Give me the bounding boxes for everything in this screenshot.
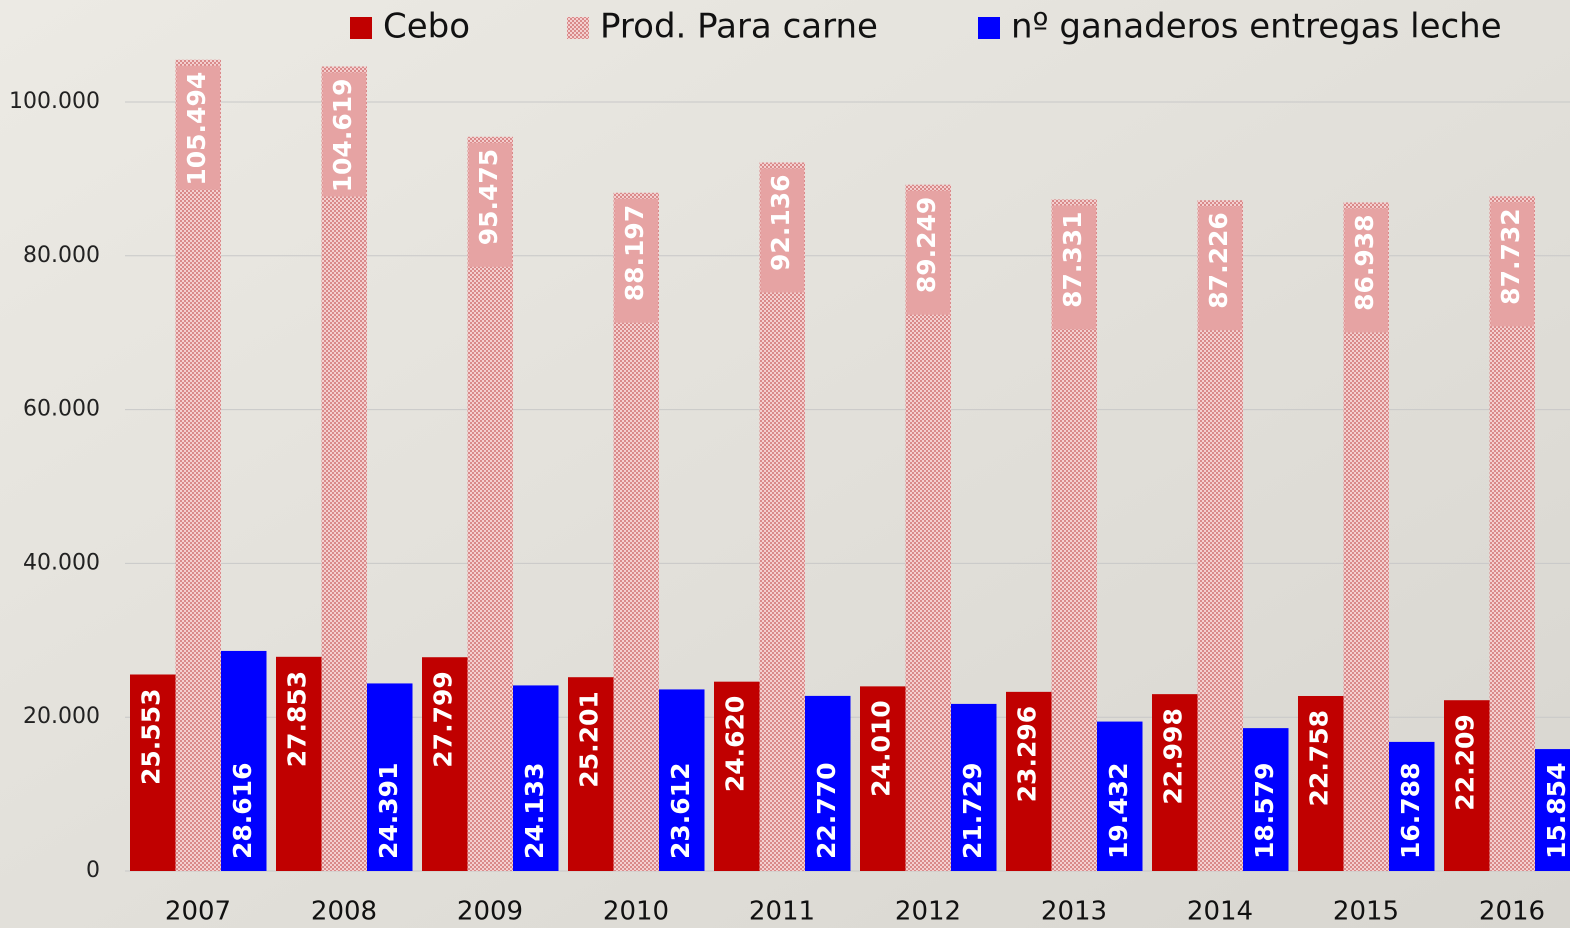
y-tick-label: 40.000 — [23, 550, 100, 575]
value-label: 27.853 — [283, 671, 312, 767]
x-tick-label: 2010 — [603, 897, 669, 927]
legend-label: Prod. Para carne — [600, 7, 878, 47]
x-tick-label: 2008 — [311, 897, 377, 927]
value-label: 21.729 — [958, 763, 987, 859]
value-label: 25.553 — [137, 688, 166, 784]
x-tick-label: 2009 — [457, 897, 523, 927]
value-label: 104.619 — [328, 78, 357, 192]
value-label: 88.197 — [620, 205, 649, 301]
chart: 0 20.000 40.000 60.000 80.000 100.000 Cebo Prod… — [0, 0, 1570, 928]
legend-marker — [978, 17, 1000, 39]
value-label: 28.616 — [228, 763, 257, 859]
value-label: 87.331 — [1058, 211, 1087, 307]
x-tick-label: 2011 — [749, 897, 815, 927]
value-label: 18.579 — [1250, 763, 1279, 859]
legend-marker — [350, 17, 372, 39]
y-tick-label: 60.000 — [23, 397, 100, 422]
legend-marker — [567, 17, 589, 39]
value-label: 23.296 — [1013, 706, 1042, 802]
legend-label: Cebo — [383, 7, 470, 47]
value-label: 105.494 — [182, 72, 211, 186]
y-tick-label: 80.000 — [23, 243, 100, 268]
value-label: 22.770 — [812, 763, 841, 859]
value-label: 24.620 — [721, 696, 750, 792]
value-label: 87.226 — [1204, 212, 1233, 308]
y-tick-label: 100.000 — [9, 89, 100, 114]
legend-label: nº ganaderos entregas leche — [1011, 7, 1502, 47]
value-label: 27.799 — [429, 671, 458, 767]
value-label: 22.758 — [1305, 710, 1334, 806]
x-tick-label: 2012 — [895, 897, 961, 927]
value-label: 19.432 — [1104, 763, 1133, 859]
x-tick-label: 2013 — [1041, 897, 1107, 927]
x-tick-label: 2014 — [1187, 897, 1253, 927]
x-tick-label: 2007 — [165, 897, 231, 927]
value-label: 86.938 — [1350, 214, 1379, 310]
value-label: 87.732 — [1496, 208, 1525, 304]
value-label: 24.133 — [520, 763, 549, 859]
x-tick-label: 2015 — [1333, 897, 1399, 927]
y-tick-label: 20.000 — [23, 704, 100, 729]
value-label: 89.249 — [912, 197, 941, 293]
y-tick-label: 0 — [86, 858, 100, 883]
value-label: 25.201 — [575, 691, 604, 787]
value-label: 24.391 — [374, 763, 403, 859]
value-label: 23.612 — [666, 763, 695, 859]
value-label: 24.010 — [867, 700, 896, 796]
value-label: 95.475 — [474, 149, 503, 245]
value-label: 15.854 — [1542, 763, 1570, 859]
x-tick-label: 2016 — [1479, 897, 1545, 927]
value-label: 22.209 — [1451, 714, 1480, 810]
value-label: 92.136 — [766, 174, 795, 270]
value-label: 16.788 — [1396, 763, 1425, 859]
value-label: 22.998 — [1159, 708, 1188, 804]
